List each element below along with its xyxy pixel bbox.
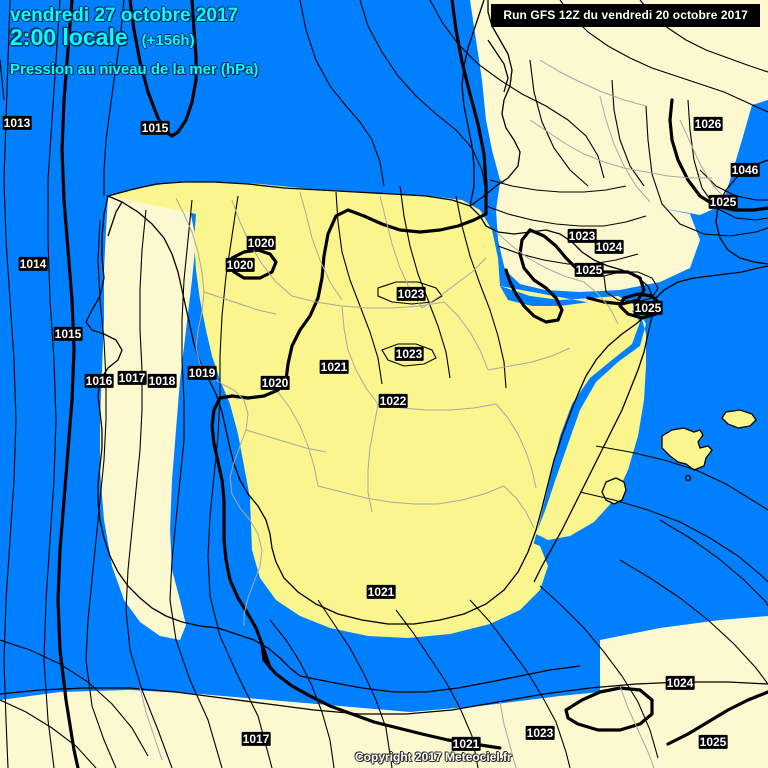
model-run-banner: Run GFS 12Z du vendredi 20 octobre 2017 (491, 4, 760, 27)
coastlines (0, 0, 768, 715)
